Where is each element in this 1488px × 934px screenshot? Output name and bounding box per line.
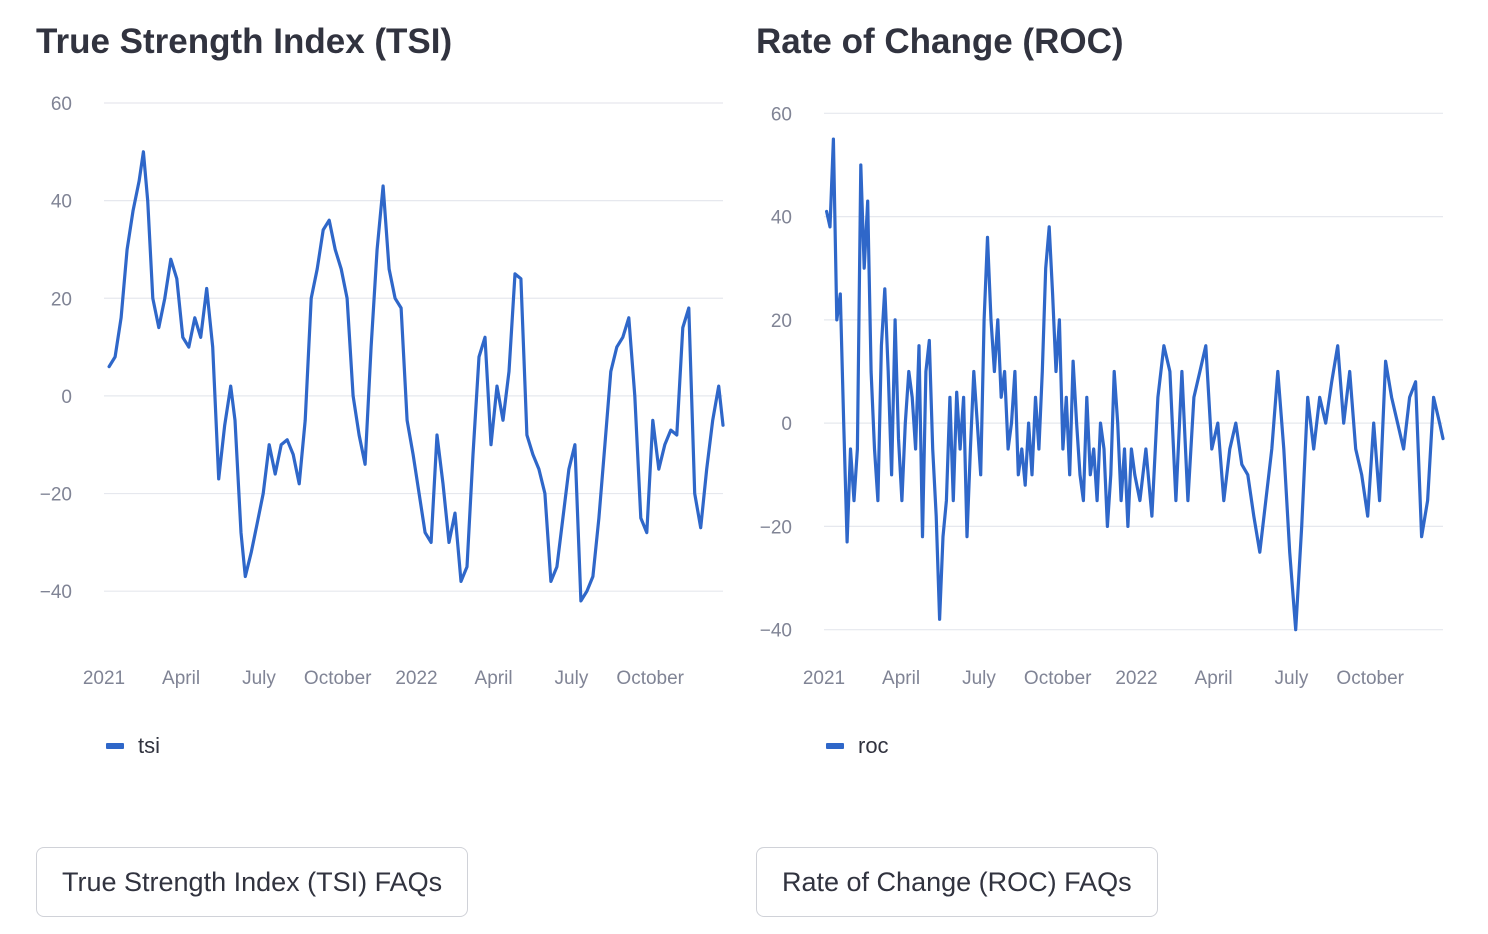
roc-y-tick-label: −40 bbox=[760, 621, 792, 642]
roc-chart-title: Rate of Change (ROC) bbox=[756, 22, 1124, 61]
tsi-chart: 60 40 20 0 −20 −40 2021 April July October 2022 Apr… bbox=[40, 95, 725, 689]
roc-legend-label: roc bbox=[858, 733, 889, 758]
tsi-x-tick-label: April bbox=[162, 668, 200, 689]
tsi-faqs-button[interactable]: True Strength Index (TSI) FAQs bbox=[36, 847, 469, 917]
tsi-legend[interactable]: tsi bbox=[106, 733, 160, 759]
tsi-x-tick-label: July bbox=[555, 668, 589, 689]
roc-y-tick-label: 20 bbox=[771, 311, 792, 332]
roc-y-tick-label: 40 bbox=[771, 208, 792, 229]
tsi-x-tick-label: October bbox=[304, 668, 372, 689]
roc-x-tick-label: July bbox=[962, 668, 996, 689]
roc-x-tick-label: October bbox=[1336, 668, 1404, 689]
tsi-y-tick-label: 60 bbox=[51, 95, 72, 115]
roc-y-tick-label: 0 bbox=[781, 414, 792, 435]
tsi-legend-label: tsi bbox=[138, 733, 160, 758]
tsi-y-tick-label: −20 bbox=[40, 485, 72, 506]
roc-legend-swatch bbox=[826, 743, 844, 749]
tsi-x-tick-label: July bbox=[242, 668, 276, 689]
roc-panel: Rate of Change (ROC) 60 40 20 0 −20 −40 2021 Ap… bbox=[756, 0, 1456, 934]
tsi-panel: True Strength Index (TSI) 60 40 20 0 −20 −40 2… bbox=[36, 0, 736, 934]
roc-x-tick-label: 2022 bbox=[1115, 668, 1157, 689]
roc-x-tick-label: April bbox=[1195, 668, 1233, 689]
roc-faqs-button[interactable]: Rate of Change (ROC) FAQs bbox=[756, 847, 1158, 917]
roc-y-tick-label: −20 bbox=[760, 517, 792, 538]
tsi-legend-swatch bbox=[106, 743, 124, 749]
tsi-x-tick-label: October bbox=[616, 668, 684, 689]
roc-x-tick-label: October bbox=[1024, 668, 1092, 689]
roc-y-tick-label: 60 bbox=[771, 104, 792, 125]
tsi-y-tick-label: 40 bbox=[51, 192, 72, 213]
roc-x-tick-label: April bbox=[882, 668, 920, 689]
tsi-x-tick-label: 2022 bbox=[395, 668, 437, 689]
tsi-x-tick-label: 2021 bbox=[83, 668, 125, 689]
tsi-y-tick-label: −40 bbox=[40, 582, 72, 603]
roc-legend[interactable]: roc bbox=[826, 733, 889, 759]
tsi-chart-title: True Strength Index (TSI) bbox=[36, 22, 453, 61]
tsi-series-line[interactable] bbox=[107, 150, 725, 603]
roc-x-tick-label: July bbox=[1275, 668, 1309, 689]
tsi-y-tick-label: 0 bbox=[61, 387, 72, 408]
tsi-x-tick-label: April bbox=[475, 668, 513, 689]
roc-x-tick-label: 2021 bbox=[803, 668, 845, 689]
tsi-y-tick-label: 20 bbox=[51, 289, 72, 310]
roc-series-line[interactable] bbox=[825, 137, 1445, 632]
roc-chart: 60 40 20 0 −20 −40 2021 April July October 2022 Apr… bbox=[760, 104, 1445, 689]
